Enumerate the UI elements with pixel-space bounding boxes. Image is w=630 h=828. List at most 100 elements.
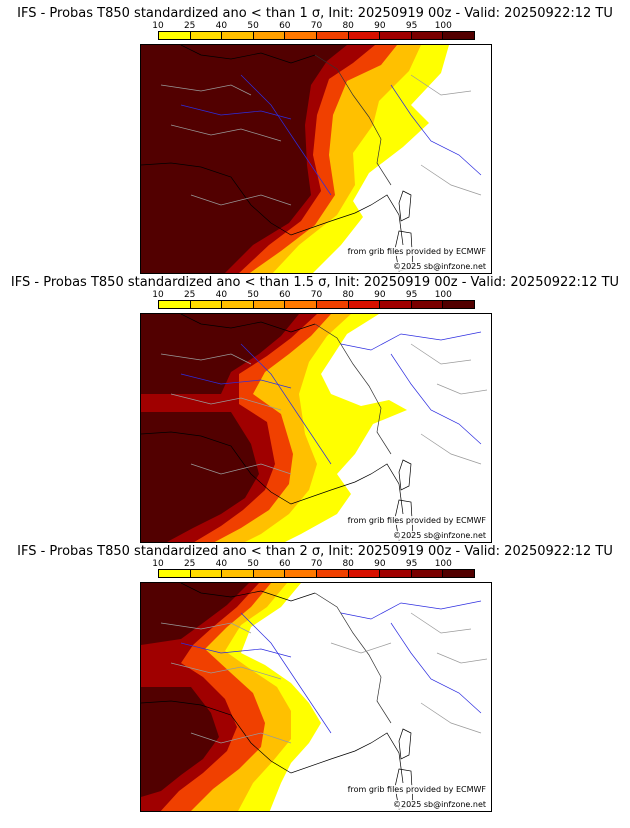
colorbar-tick-label: 25 [183,559,196,569]
colorbar-swatch [380,32,412,39]
colorbar-swatch [348,570,381,577]
probability-colorbar [158,300,475,309]
river [390,84,482,176]
colorbar-tick-label: 90 [374,559,386,569]
river [390,353,482,445]
colorbar-tick-label: 100 [434,290,452,300]
admin-boundary [160,612,488,744]
colorbar-swatch [316,301,349,308]
prob-band-100 [141,45,347,273]
colorbar-tick-label: 60 [279,21,291,31]
forecast-panel-1sigma: IFS - Probas T850 standardized ano < tha… [0,6,630,282]
river [240,612,332,734]
colorbar-tick-label: 95 [405,559,418,569]
probability-colorbar [158,31,475,40]
colorbar-swatch [348,301,381,308]
probability-map[interactable]: from grib files provided by ECMWF ©2025 … [140,313,492,543]
colorbar-swatch [253,32,286,39]
probability-fill-layer [141,583,321,811]
colorbar-tick-label: 70 [310,290,323,300]
forecast-panel-1p5sigma: IFS - Probas T850 standardized ano < tha… [0,275,630,551]
colorbar-tick-label: 40 [215,559,228,569]
colorbar-tick-label: 25 [183,21,196,31]
river [180,642,292,658]
colorbar-swatch [253,301,286,308]
colorbar-swatch [411,301,444,308]
data-provider-credit: from grib files provided by ECMWF [346,785,487,794]
colorbar-tick-label: 70 [310,21,323,31]
colorbar-swatch [190,301,223,308]
probability-map[interactable]: from grib files provided by ECMWF ©2025 … [140,44,492,274]
probability-fill-layer [141,45,449,273]
prob-band-100 [141,314,299,394]
colorbar-swatch [443,570,474,577]
colorbar-tick-label: 50 [247,559,259,569]
colorbar-swatch [316,32,349,39]
country-border [314,54,392,186]
coastline-corsica [398,190,412,222]
colorbar-tick-label: 100 [434,21,452,31]
colorbar-tick-label: 70 [310,559,323,569]
coastline-channel [180,583,316,602]
coastline-corsica [398,459,412,491]
colorbar-swatch [443,301,474,308]
colorbar-tick-labels: 10 25 40 50 60 70 80 90 95 100 [0,21,630,31]
colorbar-swatch [222,32,254,39]
colorbar-swatch [285,301,317,308]
colorbar-swatch [190,32,223,39]
admin-boundary [160,74,482,206]
panel-title: IFS - Probas T850 standardized ano < tha… [17,544,613,559]
colorbar-swatch [222,301,254,308]
map-canvas [141,583,488,811]
colorbar-tick-label: 80 [342,21,354,31]
river [240,343,332,465]
colorbar-tick-label: 80 [342,559,354,569]
river [180,373,292,389]
prob-band-100 [141,687,219,797]
colorbar-tick-label: 25 [183,290,196,300]
colorbar-swatch [190,570,223,577]
geography-lines [141,45,482,272]
colorbar-tick-label: 95 [405,21,418,31]
colorbar-tick-label: 10 [152,559,164,569]
river [180,104,292,120]
colorbar-swatch [285,570,317,577]
country-border [314,323,392,455]
coastline [141,700,404,784]
copyright-credit: ©2025 sb@infzone.net [391,262,487,271]
admin-boundary [160,343,488,475]
colorbar-swatch [380,570,412,577]
colorbar-tick-label: 80 [342,290,354,300]
colorbar-swatch [411,570,444,577]
colorbar-swatch [285,32,317,39]
geography-lines [141,314,488,541]
colorbar-tick-label: 95 [405,290,418,300]
probability-colorbar [158,569,475,578]
colorbar-tick-label: 60 [279,290,291,300]
data-provider-credit: from grib files provided by ECMWF [346,516,487,525]
prob-band-100 [141,412,259,542]
colorbar-swatch [159,301,191,308]
data-provider-credit: from grib files provided by ECMWF [346,247,487,256]
probability-map[interactable]: from grib files provided by ECMWF ©2025 … [140,582,492,812]
colorbar-tick-label: 100 [434,559,452,569]
river [340,331,482,351]
coastline [141,162,404,246]
colorbar-swatch [380,301,412,308]
panel-title: IFS - Probas T850 standardized ano < tha… [10,275,620,290]
river [390,622,482,714]
colorbar-swatch [316,570,349,577]
copyright-credit: ©2025 sb@infzone.net [391,800,487,809]
colorbar-tick-label: 40 [215,21,228,31]
coastline-corsica [398,728,412,760]
prob-band-100 [141,583,249,645]
river [340,600,482,620]
colorbar-tick-label: 90 [374,21,386,31]
colorbar-tick-labels: 10 25 40 50 60 70 80 90 95 100 [0,290,630,300]
coastline [141,431,404,515]
colorbar-tick-label: 50 [247,21,259,31]
map-canvas [141,45,482,273]
country-border [314,592,392,724]
coastline-channel [180,314,316,333]
colorbar-tick-label: 50 [247,290,259,300]
